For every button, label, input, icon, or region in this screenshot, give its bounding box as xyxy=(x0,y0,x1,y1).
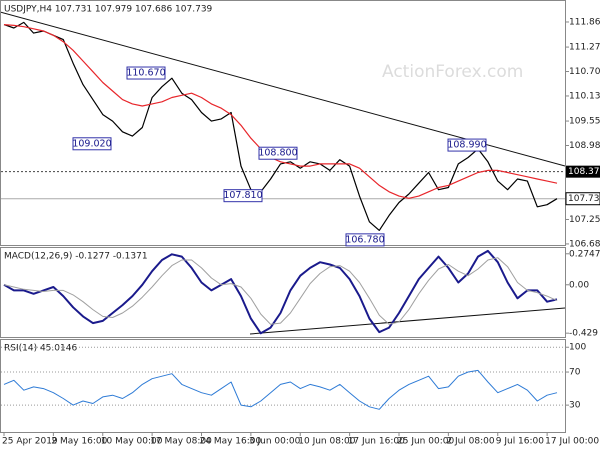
annotation-label: 106.780 xyxy=(345,234,384,245)
rsi-title: RSI(14) 45.0146 xyxy=(4,344,77,354)
x-tick-label: 25 Apr 2019 xyxy=(2,437,58,447)
series-line xyxy=(3,21,558,231)
macd-trend-line xyxy=(249,307,566,335)
y-tick-label: 110.135 xyxy=(569,91,600,101)
y-tick-label: 107.739 xyxy=(568,194,600,204)
y-tick-label: 109.550 xyxy=(569,117,600,127)
y-tick-label: -0.429 xyxy=(569,329,598,339)
annotation-label: 108.990 xyxy=(447,140,486,151)
y-tick-label: 0.2747 xyxy=(569,249,600,259)
panel-frame xyxy=(0,0,566,246)
series-line xyxy=(3,249,558,335)
panel-frame xyxy=(0,247,566,338)
series-line xyxy=(3,369,558,410)
y-tick-label: 70 xyxy=(569,368,581,378)
y-tick-label: 111.275 xyxy=(569,43,600,53)
y-tick-label: 111.860 xyxy=(569,17,600,27)
annotation-box xyxy=(223,189,263,203)
x-tick-label: 10 Jun 08:00 xyxy=(298,437,355,447)
chart-title: USDJPY,H4 107.731 107.979 107.686 107.73… xyxy=(4,5,213,15)
x-tick-label: 17 Jun 16:00 xyxy=(348,437,405,447)
y-tick-label: 107.255 xyxy=(569,215,600,225)
macd-title: MACD(12,26,9) -0.1277 -0.1371 xyxy=(4,252,148,262)
annotation-label: 108.800 xyxy=(258,148,297,159)
y-tick-label: 108.980 xyxy=(569,141,600,151)
annotation-label: 109.020 xyxy=(72,138,111,149)
annotation-box xyxy=(258,146,298,160)
x-tick-label: 24 May 16:00 xyxy=(200,437,262,447)
y-tick-label: 110.705 xyxy=(569,67,600,77)
x-tick-label: 17 May 08:00 xyxy=(150,437,212,447)
annotation-label: 110.670 xyxy=(126,68,165,79)
y-tick-label: 30 xyxy=(569,401,581,411)
level-box xyxy=(566,165,600,178)
annotation-box xyxy=(345,233,385,247)
annotation-label: 107.810 xyxy=(223,190,262,201)
y-tick-label: 0.00 xyxy=(569,280,589,290)
x-tick-label: 10 May 00:00 xyxy=(101,437,163,447)
y-tick-label: 108.370 xyxy=(568,167,600,177)
annotation-box xyxy=(126,66,166,80)
price-box xyxy=(565,192,600,206)
x-tick-label: 2 May 16:00 xyxy=(51,437,107,447)
x-tick-label: 3 Jun 00:00 xyxy=(249,437,301,447)
annotation-box xyxy=(447,138,487,152)
y-tick-label: 100 xyxy=(569,343,586,353)
x-tick-label: 17 Jul 00:00 xyxy=(545,437,599,447)
x-tick-label: 25 Jun 00:00 xyxy=(397,437,454,447)
series-line xyxy=(3,24,558,199)
annotation-box xyxy=(72,137,112,151)
watermark: ActionForex.com xyxy=(382,62,523,82)
y-tick-label: 106.685 xyxy=(569,239,600,249)
x-tick-label: 2 Jul 08:00 xyxy=(446,437,495,447)
x-tick-label: 9 Jul 16:00 xyxy=(496,437,545,447)
series-line xyxy=(3,257,558,325)
panel-frame xyxy=(0,339,566,433)
